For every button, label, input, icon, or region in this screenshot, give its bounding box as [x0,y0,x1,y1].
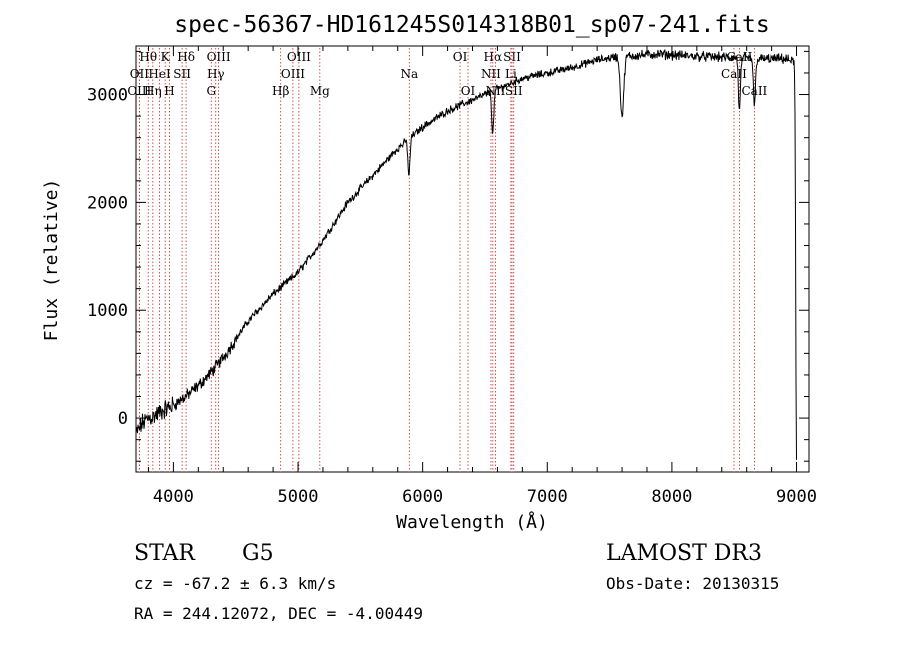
radial-velocity: cz = -67.2 ± 6.3 km/s [134,574,336,593]
line-marker-label: H [164,84,174,98]
x-tick-label: 4000 [153,487,194,507]
line-marker-label: OIII [281,67,305,81]
plot-frame [135,45,810,473]
survey-name: LAMOST DR3 [606,541,762,566]
line-marker-label: Hβ [272,84,289,98]
line-marker-label: CaII [727,50,753,64]
x-tick-label: 9000 [776,487,817,507]
line-marker-label: Na [400,67,418,81]
line-marker-label: OIII [287,50,311,64]
x-tick-label: 6000 [402,487,443,507]
x-axis-label: Wavelength (Å) [396,511,548,533]
spectrum-layer [135,49,797,460]
chart-title: spec-56367-HD161245S014318B01_sp07-241.f… [174,12,769,38]
observation-date: Obs-Date: 20130315 [606,574,779,593]
line-marker-label: OI [453,50,468,64]
line-marker-label: Li [505,67,517,81]
line-marker-label: G [206,84,216,98]
line-marker-label: HeI [148,67,171,81]
coordinates: RA = 244.12072, DEC = -4.00449 [134,604,423,623]
line-marker-label: SII [503,50,521,64]
x-tick-label: 7000 [527,487,568,507]
line-marker-label: CaII [721,67,747,81]
y-tick-label: 2000 [87,193,128,213]
line-marker-label: Mg [310,84,330,98]
line-marker-label: CaII [741,84,767,98]
x-tick-label: 8000 [651,487,692,507]
line-marker-label: Hγ [207,67,225,81]
line-marker-label: Hθ [139,50,157,64]
line-marker-label: Hη [144,84,162,98]
spectrum-line [135,49,797,460]
y-tick-label: 0 [118,409,128,429]
spectral-subclass: G5 [242,541,274,566]
line-marker-label: Hδ [177,50,195,64]
line-marker-label: SII [173,67,191,81]
object-type: STAR [134,541,196,566]
x-tick-label: 5000 [278,487,319,507]
y-axis-label: Flux (relative) [41,179,62,342]
axis-tick-layer: 4000 5000 6000 7000 8000 9000 0 1000 2000 3000 [87,46,817,507]
line-marker-label: OI [461,84,476,98]
line-marker-label: K [161,50,171,64]
line-marker-label: Hα [484,50,503,64]
line-marker-label: SII [505,84,523,98]
y-tick-label: 3000 [87,86,128,106]
line-marker-label: OIII [207,50,231,64]
y-tick-label: 1000 [87,301,128,321]
line-marker-label: NII [481,67,501,81]
